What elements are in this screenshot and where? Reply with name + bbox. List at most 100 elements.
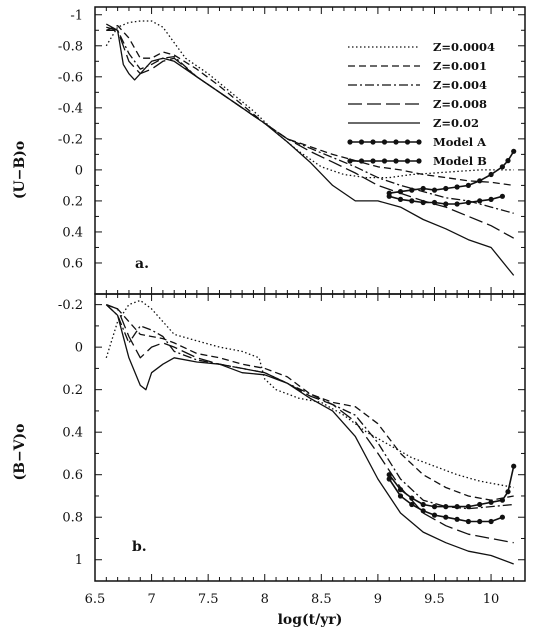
panel-a-y-tick-label: -0.8 (58, 39, 83, 54)
panel-a-model-a-point (511, 148, 517, 154)
panel-a-series-z-0-0004 (105, 20, 514, 179)
panel-b-model-b-point (409, 501, 415, 508)
panel-b-model-b-point (499, 514, 505, 520)
panel-b-model-a-point (499, 497, 505, 503)
panel-a-model-a-point (488, 171, 494, 178)
panel-b-series-z-0-0004 (105, 299, 514, 489)
panel-b-y-tick-label: 0.6 (62, 468, 83, 483)
panel-b-model-b-point (454, 516, 460, 522)
panel-a-model-b-point (488, 196, 494, 202)
legend-marker-model-a (404, 139, 411, 145)
panel-a-model-a-point (505, 158, 511, 164)
legend-marker-model-b (347, 158, 353, 164)
panel-a-model-b-point (397, 196, 404, 202)
legend-label-z-0-001: Z=0.001 (433, 59, 487, 73)
panel-a-model-b-point (443, 201, 449, 207)
legend-label-z-0-02: Z=0.02 (433, 116, 479, 130)
legend-label-z-0-0004: Z=0.0004 (433, 40, 495, 54)
legend-marker-model-a (370, 139, 376, 145)
legend-marker-model-b (381, 158, 388, 164)
panel-b-model-b-point (420, 508, 426, 514)
panel-a-model-a-point (431, 187, 438, 193)
x-tick-label: 9.5 (424, 592, 445, 607)
panel-b-model-a-point (465, 504, 471, 510)
panel-b-series-z-0-004 (105, 304, 514, 510)
panel-b-model-b-point (443, 514, 449, 520)
panel-a-y-tick-label: 0 (75, 163, 83, 178)
panel-b-model-a-point (477, 501, 483, 508)
panel-a-model-b-point (420, 199, 426, 206)
panel-b-y-tick-label: 0.2 (62, 383, 83, 398)
panel-a-y-tick-label: 0.6 (62, 256, 83, 271)
panel-b-y-tick-label: 0.4 (62, 426, 83, 441)
legend-marker-model-b (416, 158, 422, 164)
panel-a-y-ticks: -1 -0.8 -0.6 -0.4 -0.2 0 0.2 0.4 0.6 (58, 7, 525, 294)
legend-label-z-0-008: Z=0.008 (433, 97, 487, 111)
legend-marker-model-a (393, 139, 399, 145)
panel-b-series-z-0-008 (106, 303, 514, 544)
panel-b-model-a-point (511, 463, 517, 469)
panel-a-model-b-point (431, 199, 438, 206)
panel-b-model-a-point (505, 489, 511, 495)
panel-b-model-a-point (397, 487, 404, 493)
legend-marker-model-a (347, 139, 353, 145)
panel-b-model-a-point (443, 504, 449, 510)
panel-a-model-a-point (454, 184, 460, 190)
panel-b-model-b-point (488, 518, 494, 525)
x-tick-label: 7.5 (198, 592, 219, 607)
panel-a-model-b-point (465, 199, 471, 206)
panel-b-y-tick-label: 1 (75, 553, 83, 568)
panel-a-legend: Z=0.0004 Z=0.001 Z=0.004 Z=0.008 Z=0.02 Model… (347, 40, 495, 168)
legend-marker-model-b (370, 158, 376, 164)
panel-b-model-b-point (465, 518, 471, 525)
legend-label-z-0-004: Z=0.004 (433, 78, 487, 92)
panel-b-model-b-point (397, 493, 404, 499)
panel-a-model-b-point (454, 201, 460, 207)
panel-a-y-tick-label: -0.2 (58, 132, 83, 147)
panel-b-model-b-point (386, 476, 392, 482)
x-tick-label: 8 (261, 592, 269, 607)
panel-b-label: b. (132, 539, 147, 555)
legend-marker-model-b (393, 158, 399, 164)
panel-a: -1 -0.8 -0.6 -0.4 -0.2 0 0.2 0.4 0.6 (U−B)o a. Z… (12, 6, 526, 295)
legend-marker-model-a (416, 139, 422, 145)
x-tick-label: 10 (483, 592, 500, 607)
panel-a-model-a-point (465, 182, 471, 188)
panel-a-y-tick-label: -1 (70, 8, 83, 23)
panel-b-ticks: -0.2 0 0.2 0.4 0.6 0.8 1 6.5 7 7.5 8 8.5 9 9.5 10 (58, 294, 525, 607)
panel-a-label: a. (135, 256, 149, 272)
panel-b-model-a-point (488, 499, 494, 505)
panel-a-series-z-0-001 (106, 24, 514, 187)
legend-marker-model-b (404, 158, 411, 164)
panel-a-y-axis-label: (U−B)o (12, 141, 28, 199)
panel-a-model-a-point (397, 189, 404, 195)
panel-a-model-a-point (477, 178, 483, 184)
panel-b-model-b-point (431, 512, 438, 518)
x-tick-label: 8.5 (311, 592, 332, 607)
panel-b-model-a-point (431, 504, 438, 510)
panel-a-model-a-point (420, 185, 426, 192)
panel-b: -0.2 0 0.2 0.4 0.6 0.8 1 6.5 7 7.5 8 8.5 9 9.5 10 (B−V… (12, 293, 526, 628)
legend-marker-model-a (358, 139, 365, 145)
panel-a-model-b-point (477, 198, 483, 204)
panel-b-series-z-0-001 (106, 303, 514, 501)
panel-b-model-b-point (477, 518, 483, 525)
panel-a-model-a-point (409, 187, 415, 193)
panel-a-y-tick-label: -0.4 (58, 101, 83, 116)
panel-b-series-z-0-02 (105, 304, 514, 565)
panel-a-model-a-point (499, 164, 505, 170)
panel-a-y-tick-label: 0.2 (62, 194, 83, 209)
panel-b-y-tick-label: 0 (75, 341, 83, 356)
legend-label-model-a: Model A (433, 135, 487, 149)
x-tick-label: 7 (147, 592, 155, 607)
panel-a-model-a-point (443, 185, 449, 192)
panel-a-series-z-0-02 (105, 23, 515, 276)
panel-a-model-b-point (499, 193, 505, 199)
panel-b-model-a-point (409, 495, 415, 501)
legend-label-model-b: Model B (433, 154, 487, 168)
panel-a-model-b-point (386, 193, 392, 199)
panel-b-model-a-point (386, 472, 392, 478)
legend-marker-model-a (381, 139, 388, 145)
